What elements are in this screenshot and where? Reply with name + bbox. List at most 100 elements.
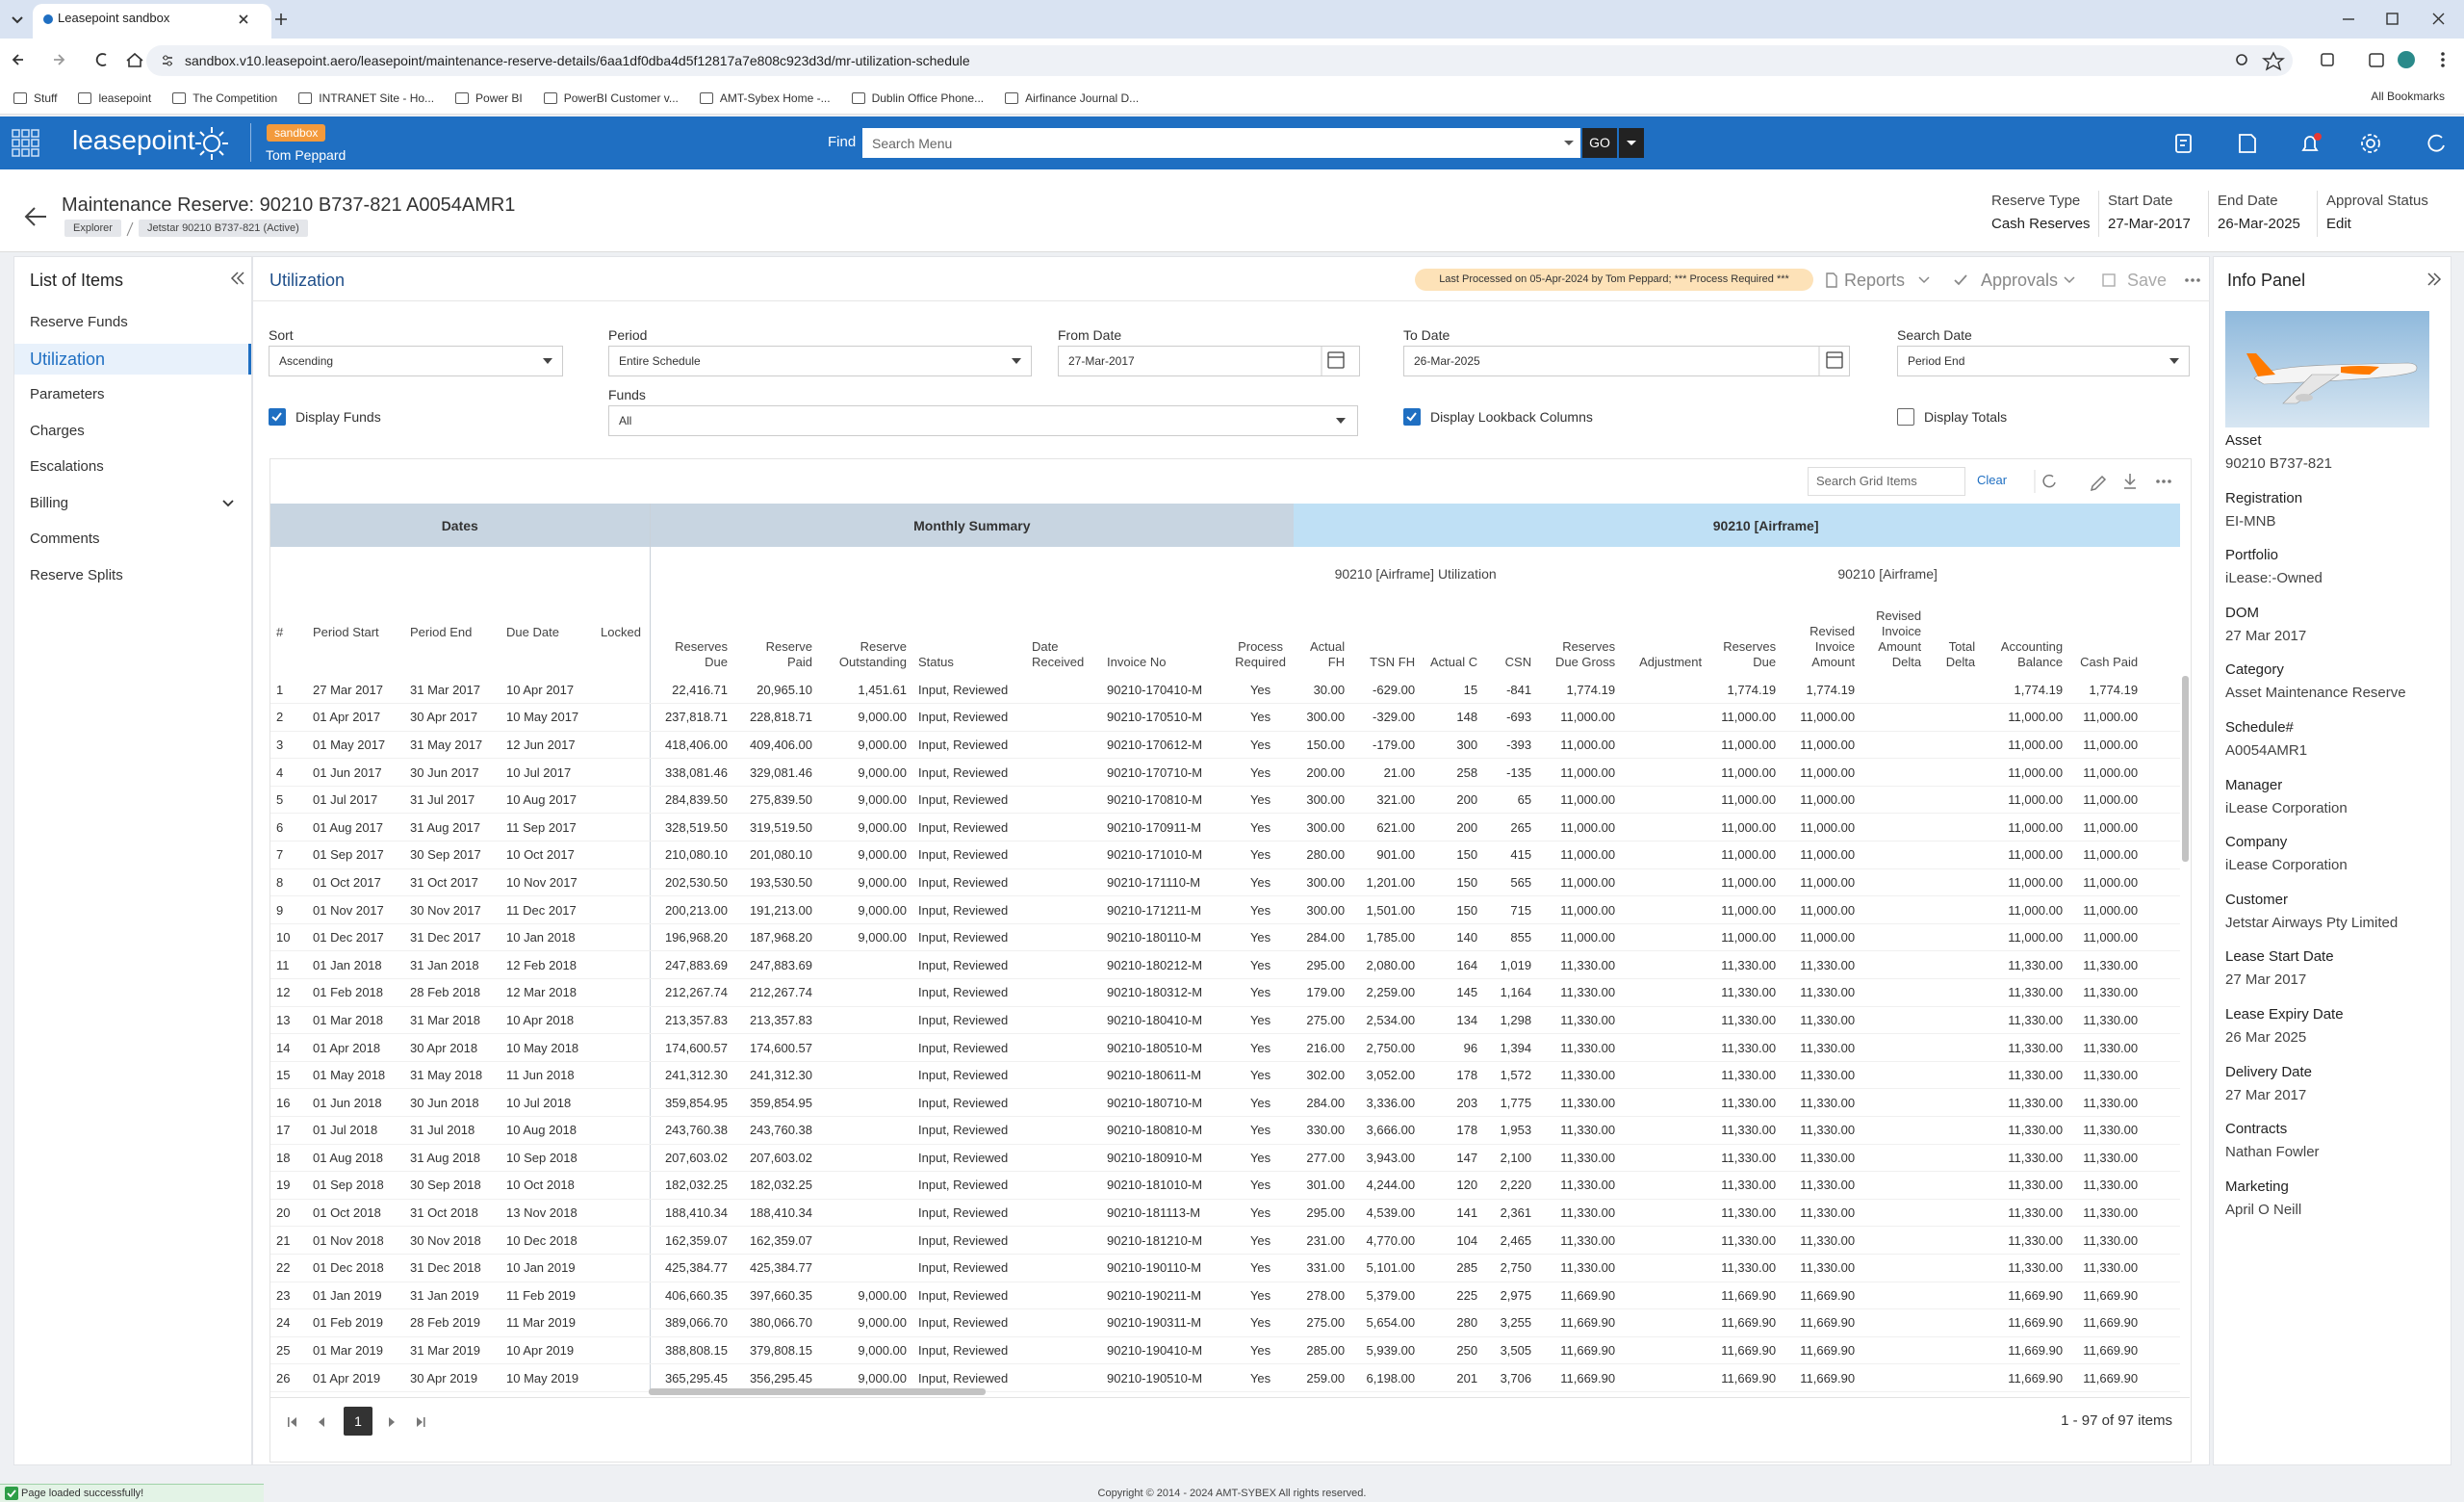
grid-row[interactable]: 16 01 Jun 2018 30 Jun 2018 10 Jul 2018 359,8… [270, 1088, 2180, 1117]
column-header[interactable]: Date Received [1032, 639, 1085, 669]
column-header[interactable]: Actual FH [1309, 639, 1346, 669]
search-date-select[interactable]: Period End [1897, 346, 2190, 376]
grid-search[interactable]: Search Grid Items [1808, 467, 1965, 496]
grid-row[interactable]: 1 27 Mar 2017 31 Mar 2017 10 Apr 2017 22,416… [270, 676, 2180, 705]
column-header[interactable]: Invoice No [1107, 655, 1167, 669]
column-header[interactable]: Process Required [1235, 639, 1286, 669]
column-header[interactable]: Bala [2143, 600, 2180, 676]
vertical-scrollbar[interactable] [2182, 676, 2189, 862]
column-header[interactable]: Total Delta [1945, 639, 1976, 669]
save-button[interactable]: Save [2127, 271, 2168, 290]
column-header[interactable]: Cash Paid [2080, 655, 2139, 669]
user-name[interactable]: Tom Peppard [266, 147, 346, 163]
sidebar-item[interactable]: Reserve Funds [30, 314, 128, 330]
column-header[interactable]: Period End [410, 625, 473, 639]
grid-row[interactable]: 20 01 Oct 2018 31 Oct 2018 13 Nov 2018 188,4… [270, 1199, 2180, 1228]
grid-row[interactable]: 14 01 Apr 2018 30 Apr 2018 10 May 2018 174,6… [270, 1033, 2180, 1062]
period-select[interactable]: Entire Schedule [608, 346, 1032, 376]
new-tab[interactable] [273, 12, 289, 27]
to-date-input[interactable]: 26-Mar-2025 [1403, 346, 1850, 376]
window-controls[interactable] [2339, 8, 2454, 31]
header-actions[interactable] [2170, 129, 2450, 158]
column-header[interactable]: Accounting Balance [2000, 639, 2064, 669]
collapse-sidebar[interactable] [229, 270, 246, 287]
approvals-button[interactable]: Approvals [1981, 271, 2059, 290]
sort-select[interactable]: Ascending [269, 346, 563, 376]
bookmark[interactable]: leasepoint [78, 91, 151, 105]
url[interactable]: sandbox.v10.leasepoint.aero/leasepoint/m… [185, 53, 970, 68]
app-menu[interactable] [12, 129, 40, 158]
menu-search[interactable] [862, 128, 1557, 158]
breadcrumb[interactable]: Explorer [64, 220, 121, 237]
grid-row[interactable]: 15 01 May 2018 31 May 2018 11 Jun 2018 241,3… [270, 1061, 2180, 1090]
sidebar-item[interactable]: Reserve Splits [30, 566, 123, 583]
horizontal-scrollbar[interactable] [649, 1388, 986, 1395]
column-header[interactable]: Revised Invoice Amount [1810, 624, 1856, 669]
grid-row[interactable]: 7 01 Sep 2017 30 Sep 2017 10 Oct 2017 210,08… [270, 841, 2180, 869]
breadcrumb[interactable]: Jetstar 90210 B737-821 (Active) [139, 220, 308, 237]
checkbox[interactable] [1403, 408, 1421, 426]
checkbox[interactable] [1897, 408, 1914, 426]
grid-row[interactable]: 3 01 May 2017 31 May 2017 12 Jun 2017 418,40… [270, 731, 2180, 760]
current-page[interactable]: 1 [344, 1407, 372, 1436]
column-header[interactable]: # [276, 625, 284, 639]
search-dropdown[interactable] [1557, 128, 1580, 158]
collapse-info[interactable] [2426, 271, 2443, 288]
tab[interactable] [33, 4, 271, 39]
checkbox[interactable] [269, 408, 286, 426]
grid-row[interactable]: 2 01 Apr 2017 30 Apr 2017 10 May 2017 237,81… [270, 703, 2180, 732]
pager-nav[interactable] [286, 1411, 430, 1433]
go-dropdown[interactable] [1619, 128, 1644, 158]
summary-value[interactable]: Edit [2326, 216, 2351, 232]
bookmark[interactable]: Power BI [455, 91, 523, 105]
column-header[interactable]: Due Date [506, 625, 559, 639]
column-header[interactable]: Revised Invoice Amount Delta [1876, 609, 1922, 669]
column-header[interactable]: Status [918, 655, 954, 669]
grid-tools[interactable] [2033, 469, 2179, 494]
grid-row[interactable]: 23 01 Jan 2019 31 Jan 2019 11 Feb 2019 406,6… [270, 1282, 2180, 1310]
tab-title[interactable]: Leasepoint sandbox [58, 11, 170, 25]
grid-clear[interactable]: Clear [1977, 473, 2008, 487]
column-header[interactable]: Reserve Paid [765, 639, 813, 669]
grid-row[interactable]: 6 01 Aug 2017 31 Aug 2017 11 Sep 2017 328,51… [270, 813, 2180, 842]
column-header[interactable]: CSN [1504, 655, 1532, 669]
grid-row[interactable]: 24 01 Feb 2019 28 Feb 2019 11 Mar 2019 389,0… [270, 1308, 2180, 1337]
column-header[interactable]: Reserves Due [675, 639, 729, 669]
more-actions[interactable] [2183, 273, 2202, 287]
sidebar-item[interactable]: Charges [30, 422, 85, 439]
grid-row[interactable]: 21 01 Nov 2018 30 Nov 2018 10 Dec 2018 162,3… [270, 1226, 2180, 1255]
grid-row[interactable]: 8 01 Oct 2017 31 Oct 2017 10 Nov 2017 202,53… [270, 868, 2180, 897]
sidebar-item[interactable]: Utilization [14, 343, 251, 375]
grid-row[interactable]: 11 01 Jan 2018 31 Jan 2018 12 Feb 2018 247,8… [270, 950, 2180, 980]
grid-row[interactable]: 13 01 Mar 2018 31 Mar 2018 10 Apr 2018 213,3… [270, 1006, 2180, 1035]
grid-row[interactable]: 25 01 Mar 2019 31 Mar 2019 10 Apr 2019 388,8… [270, 1336, 2180, 1365]
column-header[interactable]: Actual C [1429, 655, 1478, 669]
url-box[interactable] [146, 45, 2293, 76]
column-header[interactable]: Locked [595, 547, 651, 676]
bookmark[interactable]: The Competition [172, 91, 277, 105]
logo[interactable]: leasepoint [72, 125, 195, 155]
grid-row[interactable]: 9 01 Nov 2017 30 Nov 2017 11 Dec 2017 200,21… [270, 895, 2180, 924]
site-info[interactable] [160, 53, 175, 68]
nav-buttons[interactable] [10, 48, 144, 71]
column-header[interactable]: Period Start [313, 625, 379, 639]
reports-button[interactable]: Reports [1844, 271, 1906, 290]
bookmark[interactable]: PowerBI Customer v... [543, 91, 679, 105]
column-header[interactable]: Reserve Outstanding [838, 639, 908, 669]
tab-menu[interactable] [8, 10, 27, 29]
column-header[interactable]: Adjustment [1639, 655, 1703, 669]
sidebar-item[interactable]: Escalations [30, 458, 104, 475]
grid-row[interactable]: 17 01 Jul 2018 31 Jul 2018 10 Aug 2018 243,7… [270, 1116, 2180, 1145]
column-header[interactable]: Reserves Due [1723, 639, 1777, 669]
bookmark[interactable]: Airfinance Journal D... [1005, 91, 1139, 105]
grid-row[interactable]: 18 01 Aug 2018 31 Aug 2018 10 Sep 2018 207,6… [270, 1144, 2180, 1173]
grid-row[interactable]: 12 01 Feb 2018 28 Feb 2018 12 Mar 2018 212,2… [270, 978, 2180, 1007]
bookmark[interactable]: INTRANET Site - Ho... [298, 91, 434, 105]
grid-row[interactable]: 4 01 Jun 2017 30 Jun 2017 10 Jul 2017 338,08… [270, 758, 2180, 787]
all-bookmarks[interactable]: All Bookmarks [2371, 90, 2445, 103]
grid-row[interactable]: 22 01 Dec 2018 31 Dec 2018 10 Jan 2019 425,3… [270, 1254, 2180, 1282]
funds-select[interactable]: All [608, 405, 1358, 436]
column-header[interactable]: Reserves Due Gross [1554, 639, 1616, 669]
from-date-input[interactable]: 27-Mar-2017 [1058, 346, 1360, 376]
grid-row[interactable]: 5 01 Jul 2017 31 Jul 2017 10 Aug 2017 284,83… [270, 786, 2180, 815]
